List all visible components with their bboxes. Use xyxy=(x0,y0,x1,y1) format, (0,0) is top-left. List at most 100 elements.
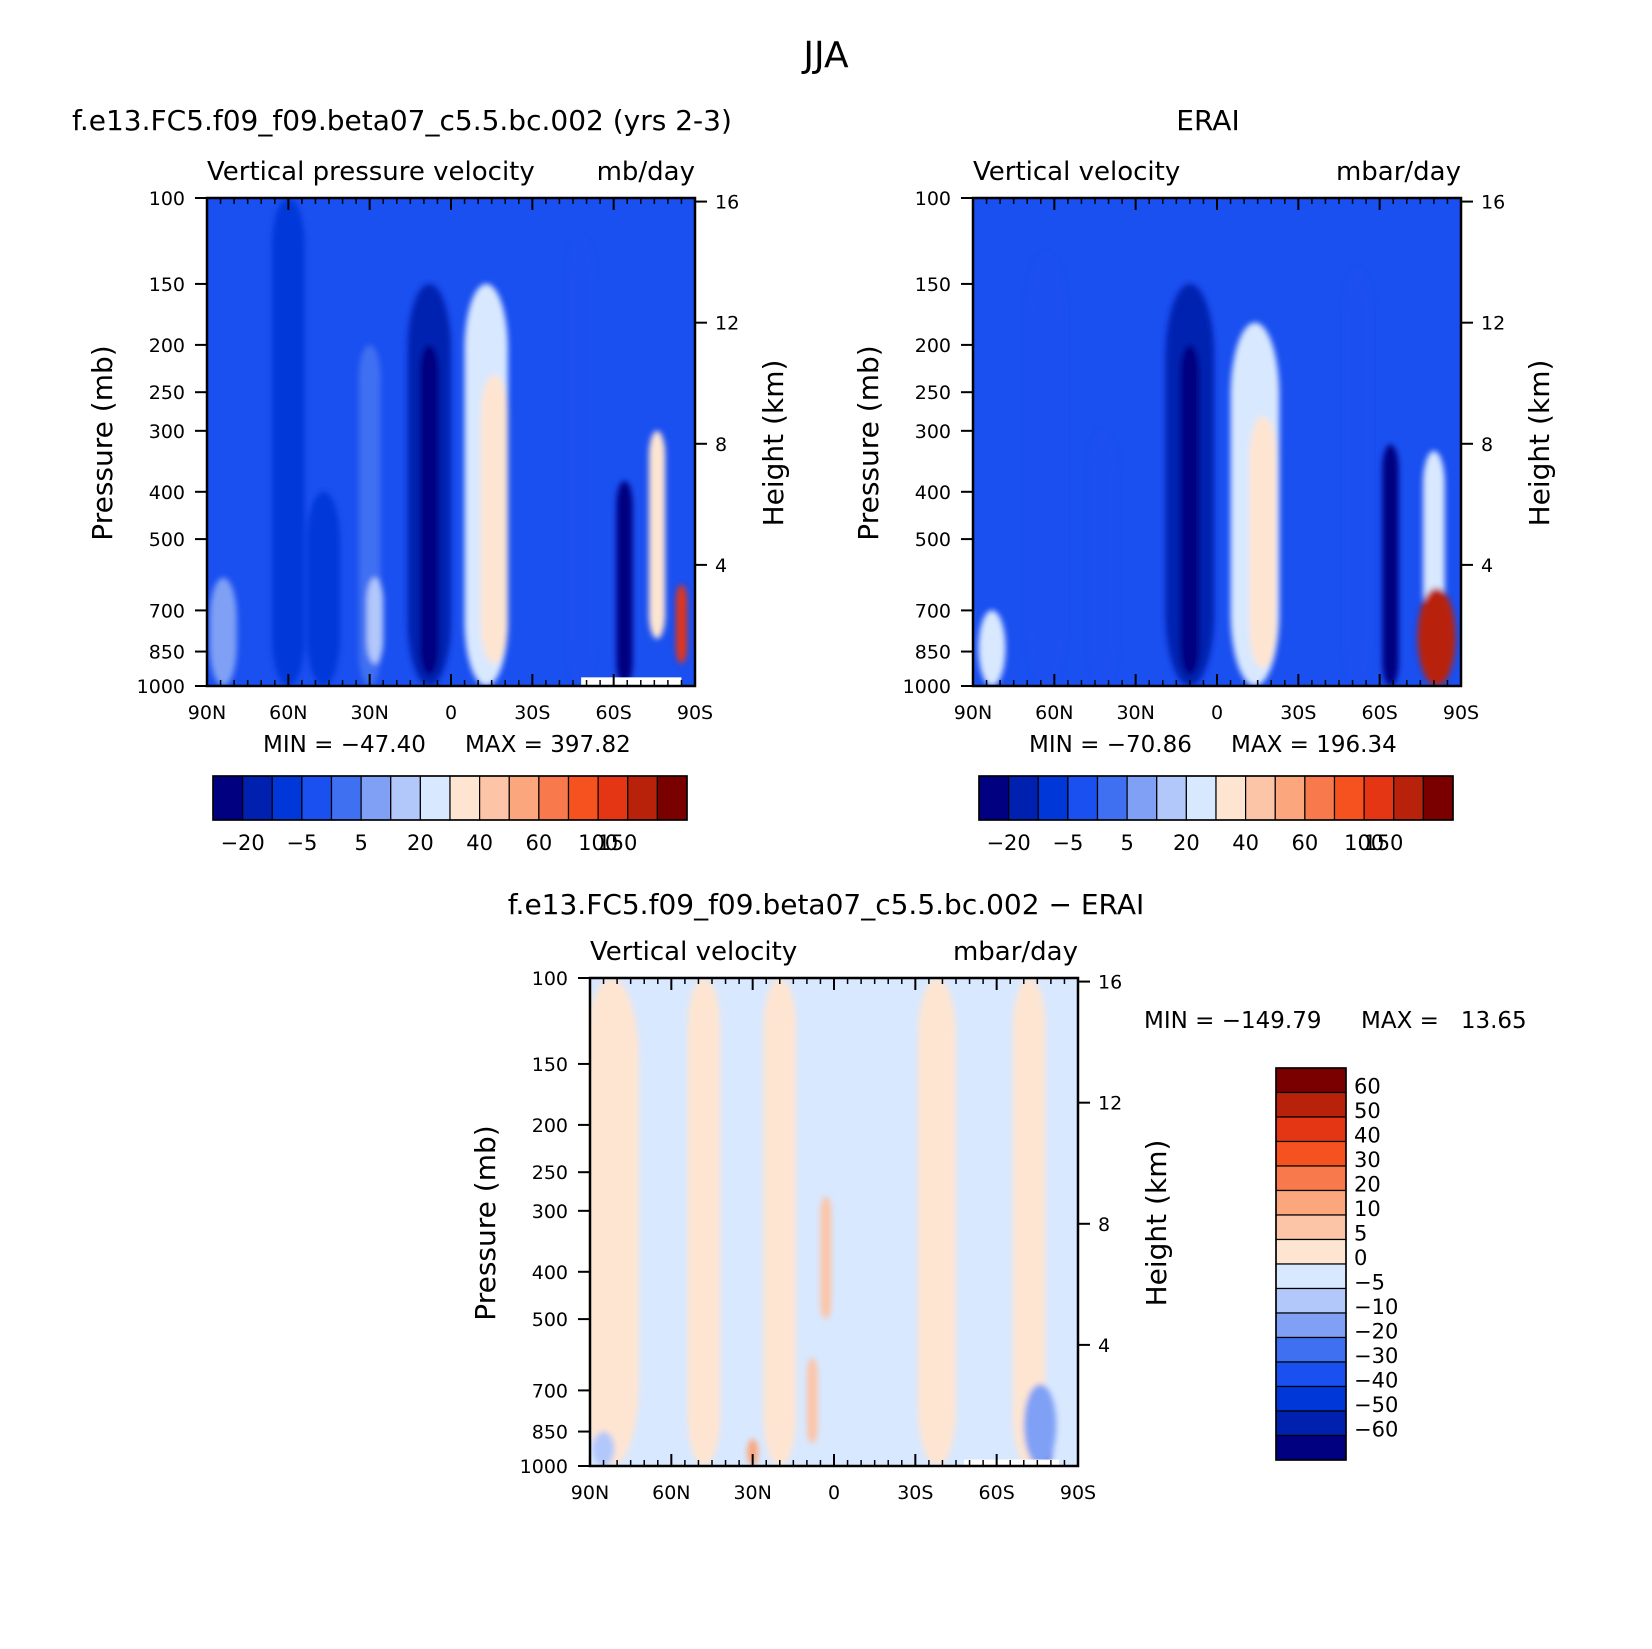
diff-field-background xyxy=(590,978,1078,1466)
obs-min-label: MIN = −70.86 xyxy=(1029,732,1192,758)
diff-ytick-label: 400 xyxy=(532,1262,568,1284)
obs-colorbar-box xyxy=(1037,775,1069,821)
diff-colorbar-box xyxy=(1275,1238,1347,1265)
obs-xtick-label: 30N xyxy=(1116,702,1154,724)
diff-ytick-label: 1000 xyxy=(520,1456,568,1478)
diff-colorbar-box xyxy=(1275,1312,1347,1339)
model-colorbar-box xyxy=(271,775,303,821)
figure-title: JJA xyxy=(803,35,849,76)
diff-colorbar-label: 10 xyxy=(1354,1197,1381,1221)
diff-colorbar-label: 40 xyxy=(1354,1124,1381,1148)
model-colorbar-label: 100 xyxy=(578,831,618,855)
model-missing-data xyxy=(581,677,682,686)
obs-ylabel-right: Height (km) xyxy=(1523,360,1556,527)
diff-colorbar-box xyxy=(1275,1091,1347,1118)
obs-ylabel: Pressure (mb) xyxy=(852,345,885,540)
obs-colorbar-label: −5 xyxy=(1052,831,1083,855)
model-colorbar-label: 60 xyxy=(526,831,553,855)
obs-subtitle-right: mbar/day xyxy=(1336,157,1461,187)
model-subtitle-left: Vertical pressure velocity xyxy=(207,157,535,187)
diff-colorbar-box xyxy=(1275,1067,1347,1094)
diff-subtitle-right: mbar/day xyxy=(953,937,1078,967)
model-colorbar-label: 5 xyxy=(354,831,367,855)
model-colorbar-box xyxy=(479,775,510,821)
obs-axes: 90N 60N 30N 0 30S 60S 90S 100 150 200 250 300 400 500… xyxy=(852,157,1556,724)
model-feature-6 xyxy=(419,344,439,676)
obs-colorbar-box xyxy=(1304,775,1336,821)
diff-colorbar-label: 5 xyxy=(1354,1222,1367,1246)
model-feature-11 xyxy=(648,430,666,639)
obs-colorbar-box xyxy=(1274,775,1306,821)
model-xtick-label: 30S xyxy=(514,702,550,724)
diff-colorbar-box xyxy=(1275,1336,1347,1363)
obs-ytick-label: 200 xyxy=(915,335,951,357)
model-feature-9 xyxy=(567,236,595,686)
obs-ytick-label: 700 xyxy=(915,600,951,622)
diff-feature-1 xyxy=(687,978,721,1466)
model-colorbar-box xyxy=(390,775,421,821)
diff-colorbar-box xyxy=(1275,1140,1347,1167)
diff-colorbar-label: −5 xyxy=(1354,1271,1385,1295)
model-xtick-label: 60N xyxy=(269,702,307,724)
obs-colorbar-label: 5 xyxy=(1120,831,1133,855)
model-height-tick-label: 8 xyxy=(715,434,727,456)
model-axes: 90N 60N 30N 0 30S 60S 90S 100 150 200 250 300 400 500… xyxy=(86,157,790,724)
model-ytick-label: 150 xyxy=(149,274,185,296)
obs-xtick-label: 90S xyxy=(1443,702,1479,724)
obs-colorbar-box xyxy=(1185,775,1217,821)
obs-xtick-label: 60S xyxy=(1362,702,1398,724)
model-colorbar-label: 20 xyxy=(407,831,434,855)
diff-colorbar-label: −30 xyxy=(1354,1344,1398,1368)
model-max-label: MAX = 397.82 xyxy=(465,732,631,758)
obs-feature-4 xyxy=(1180,344,1200,676)
model-min-label: MIN = −47.40 xyxy=(263,732,426,758)
diff-max-label: MAX = 13.65 xyxy=(1361,1008,1527,1034)
diff-height-tick-label: 12 xyxy=(1098,1093,1122,1115)
model-colorbar-box xyxy=(656,775,688,821)
diff-colorbar-box xyxy=(1275,1434,1347,1461)
diff-xtick-label: 0 xyxy=(828,1482,840,1504)
model-height-tick-label: 4 xyxy=(715,555,727,577)
obs-feature-7 xyxy=(1344,269,1372,686)
model-colorbar-box xyxy=(567,775,599,821)
model-colorbar-box xyxy=(538,775,570,821)
model-colorbar-label: 150 xyxy=(597,831,637,855)
obs-xtick-label: 90N xyxy=(954,702,992,724)
diff-colorbar-label: 60 xyxy=(1354,1075,1381,1099)
model-field xyxy=(207,198,695,686)
model-ytick-label: 300 xyxy=(149,421,185,443)
obs-feature-0 xyxy=(978,610,1006,686)
obs-colorbar-label: 40 xyxy=(1232,831,1259,855)
diff-colorbar-label: −20 xyxy=(1354,1320,1398,1344)
diff-field xyxy=(590,978,1078,1466)
diff-xtick-label: 30S xyxy=(897,1482,933,1504)
diff-xtick-label: 60S xyxy=(979,1482,1015,1504)
obs-colorbar-box xyxy=(978,775,1010,821)
obs-feature-6 xyxy=(1249,416,1277,669)
model-colorbar-box xyxy=(627,775,658,821)
obs-ytick-label: 100 xyxy=(915,188,951,210)
obs-colorbar-box xyxy=(1245,775,1276,821)
model-xtick-label: 30N xyxy=(350,702,388,724)
obs-colorbar-box xyxy=(1422,775,1454,821)
model-colorbar-box xyxy=(330,775,362,821)
diff-ytick-label: 200 xyxy=(532,1115,568,1137)
diff-feature-4 xyxy=(918,978,956,1466)
model-colorbar-box xyxy=(449,775,481,821)
diff-feature-2 xyxy=(763,978,797,1466)
obs-feature-2 xyxy=(1089,430,1117,686)
obs-colorbar-label: 100 xyxy=(1344,831,1384,855)
model-feature-4 xyxy=(366,577,384,664)
obs-colorbar-box xyxy=(1215,775,1247,821)
diff-xtick-label: 90N xyxy=(571,1482,609,1504)
obs-height-tick-label: 12 xyxy=(1481,313,1505,335)
model-colorbar-label: −20 xyxy=(220,831,264,855)
obs-colorbar-label: 20 xyxy=(1173,831,1200,855)
obs-height-tick-label: 16 xyxy=(1481,192,1505,214)
diff-colorbar-label: 0 xyxy=(1354,1246,1367,1270)
diff-ylabel-right: Height (km) xyxy=(1140,1140,1173,1307)
obs-panel-title: ERAI xyxy=(1176,104,1240,137)
